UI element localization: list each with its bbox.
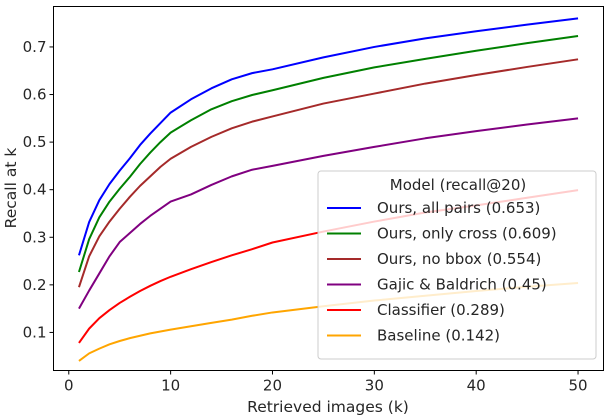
y-tick-label: 0.5 xyxy=(23,133,47,151)
legend-entry-label: Classifier (0.289) xyxy=(377,301,505,319)
y-tick-label: 0.4 xyxy=(23,181,47,199)
legend: Model (recall@20) Ours, all pairs (0.653… xyxy=(317,170,597,360)
series-line-1 xyxy=(78,17,579,256)
legend-entry-label: Ours, only cross (0.609) xyxy=(377,225,557,243)
y-tick-label: 0.1 xyxy=(23,323,47,341)
x-tick-label: 40 xyxy=(467,377,486,395)
x-tick-label: 10 xyxy=(161,377,180,395)
legend-entry-label: Ours, no bbox (0.554) xyxy=(377,250,541,268)
legend-entry-label: Gajic & Baldrich (0.45) xyxy=(377,276,547,294)
series-layer xyxy=(78,17,579,362)
legend-title: Model (recall@20) xyxy=(390,176,526,194)
y-tick-label: 0.3 xyxy=(23,228,47,246)
x-tick-label: 50 xyxy=(568,377,587,395)
x-tick-label: 30 xyxy=(365,377,384,395)
legend-frame xyxy=(317,170,597,360)
legend-entry-label: Ours, all pairs (0.653) xyxy=(377,199,540,217)
ticks-layer: 0 10 20 30 40 50 0.1 0.2 0.3 0.4 0.5 0.6 0.7 xyxy=(23,38,588,395)
series-line-2 xyxy=(78,35,579,273)
y-axis-label: Recall at k xyxy=(2,148,20,229)
y-tick-label: 0.7 xyxy=(23,38,47,56)
x-tick-label: 20 xyxy=(263,377,282,395)
x-tick-label: 0 xyxy=(64,377,74,395)
y-tick-label: 0.6 xyxy=(23,86,47,104)
series-line-4 xyxy=(78,117,579,310)
series-line-3 xyxy=(78,58,579,288)
legend-entry-label: Baseline (0.142) xyxy=(377,327,500,345)
y-tick-label: 0.2 xyxy=(23,276,47,294)
x-axis-label: Retrieved images (k) xyxy=(247,398,409,416)
